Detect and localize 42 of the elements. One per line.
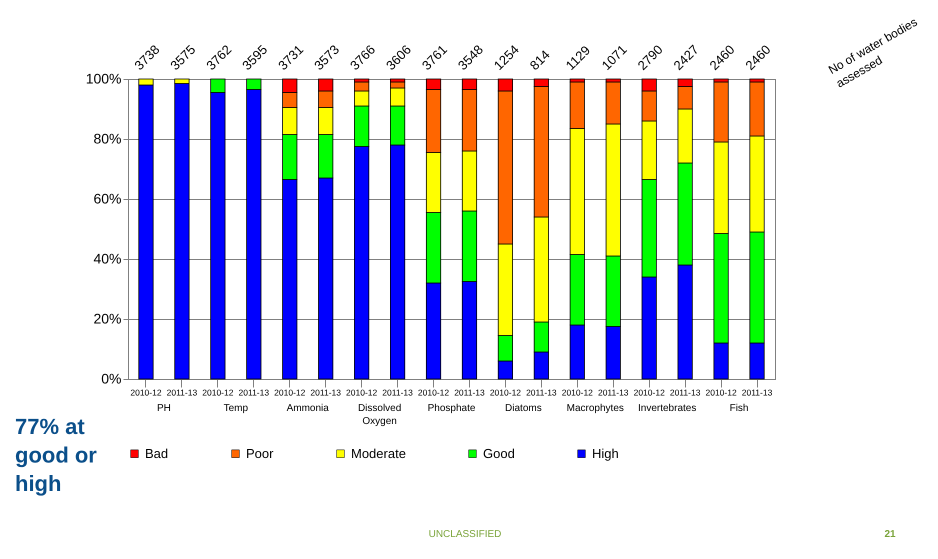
text: Fish: [730, 403, 749, 414]
text: 21: [884, 529, 896, 540]
x-tick-label: 2011-13: [742, 388, 773, 398]
legend-label: Poor: [246, 446, 274, 461]
legend-label: High: [592, 446, 619, 461]
x-tick-label: 2010-12: [490, 388, 522, 398]
y-tick-label: 100%: [86, 70, 122, 86]
x-tick-label: 2011-13: [454, 388, 486, 398]
text: UNCLASSIFIED: [428, 529, 502, 540]
x-tick-label: 2011-13: [238, 388, 270, 398]
x-tick-label: 2010-12: [274, 388, 306, 398]
text: Phosphate: [428, 403, 476, 414]
y-tick-label: 40%: [93, 250, 122, 266]
text: Temp: [224, 403, 248, 414]
text: Invertebrates: [638, 403, 696, 414]
text: 814: [526, 47, 553, 73]
text: Ammonia: [286, 403, 330, 414]
y-tick-label: 60%: [93, 190, 122, 206]
x-tick-label: 2011-13: [382, 388, 414, 398]
x-tick-label: 2011-13: [166, 388, 198, 398]
x-tick-label: 2010-12: [202, 388, 234, 398]
legend-label: Moderate: [351, 446, 406, 461]
text: Diatoms: [505, 403, 542, 414]
x-tick-label: 2010-12: [634, 388, 666, 398]
x-tick-label: 2010-12: [346, 388, 378, 398]
text: Macrophytes: [566, 403, 624, 414]
text: Dissolved Oxygen: [358, 403, 402, 427]
x-tick-label: 2011-13: [670, 388, 701, 398]
y-tick-label: 80%: [93, 130, 122, 146]
y-tick-label: 20%: [93, 310, 122, 326]
x-tick-label: 2010-12: [705, 388, 737, 398]
x-tick-label: 2010-12: [562, 388, 594, 398]
legend-label: Bad: [145, 446, 168, 461]
x-tick-label: 2011-13: [598, 388, 629, 398]
x-tick-label: 2010-12: [418, 388, 450, 398]
x-tick-label: 2011-13: [526, 388, 557, 398]
y-tick-label: 0%: [101, 370, 122, 386]
legend-label: Good: [483, 446, 515, 461]
text: PH: [156, 403, 171, 414]
x-tick-label: 2011-13: [310, 388, 342, 398]
text: 77% at good or high: [15, 414, 98, 496]
x-tick-label: 2010-12: [130, 388, 162, 398]
